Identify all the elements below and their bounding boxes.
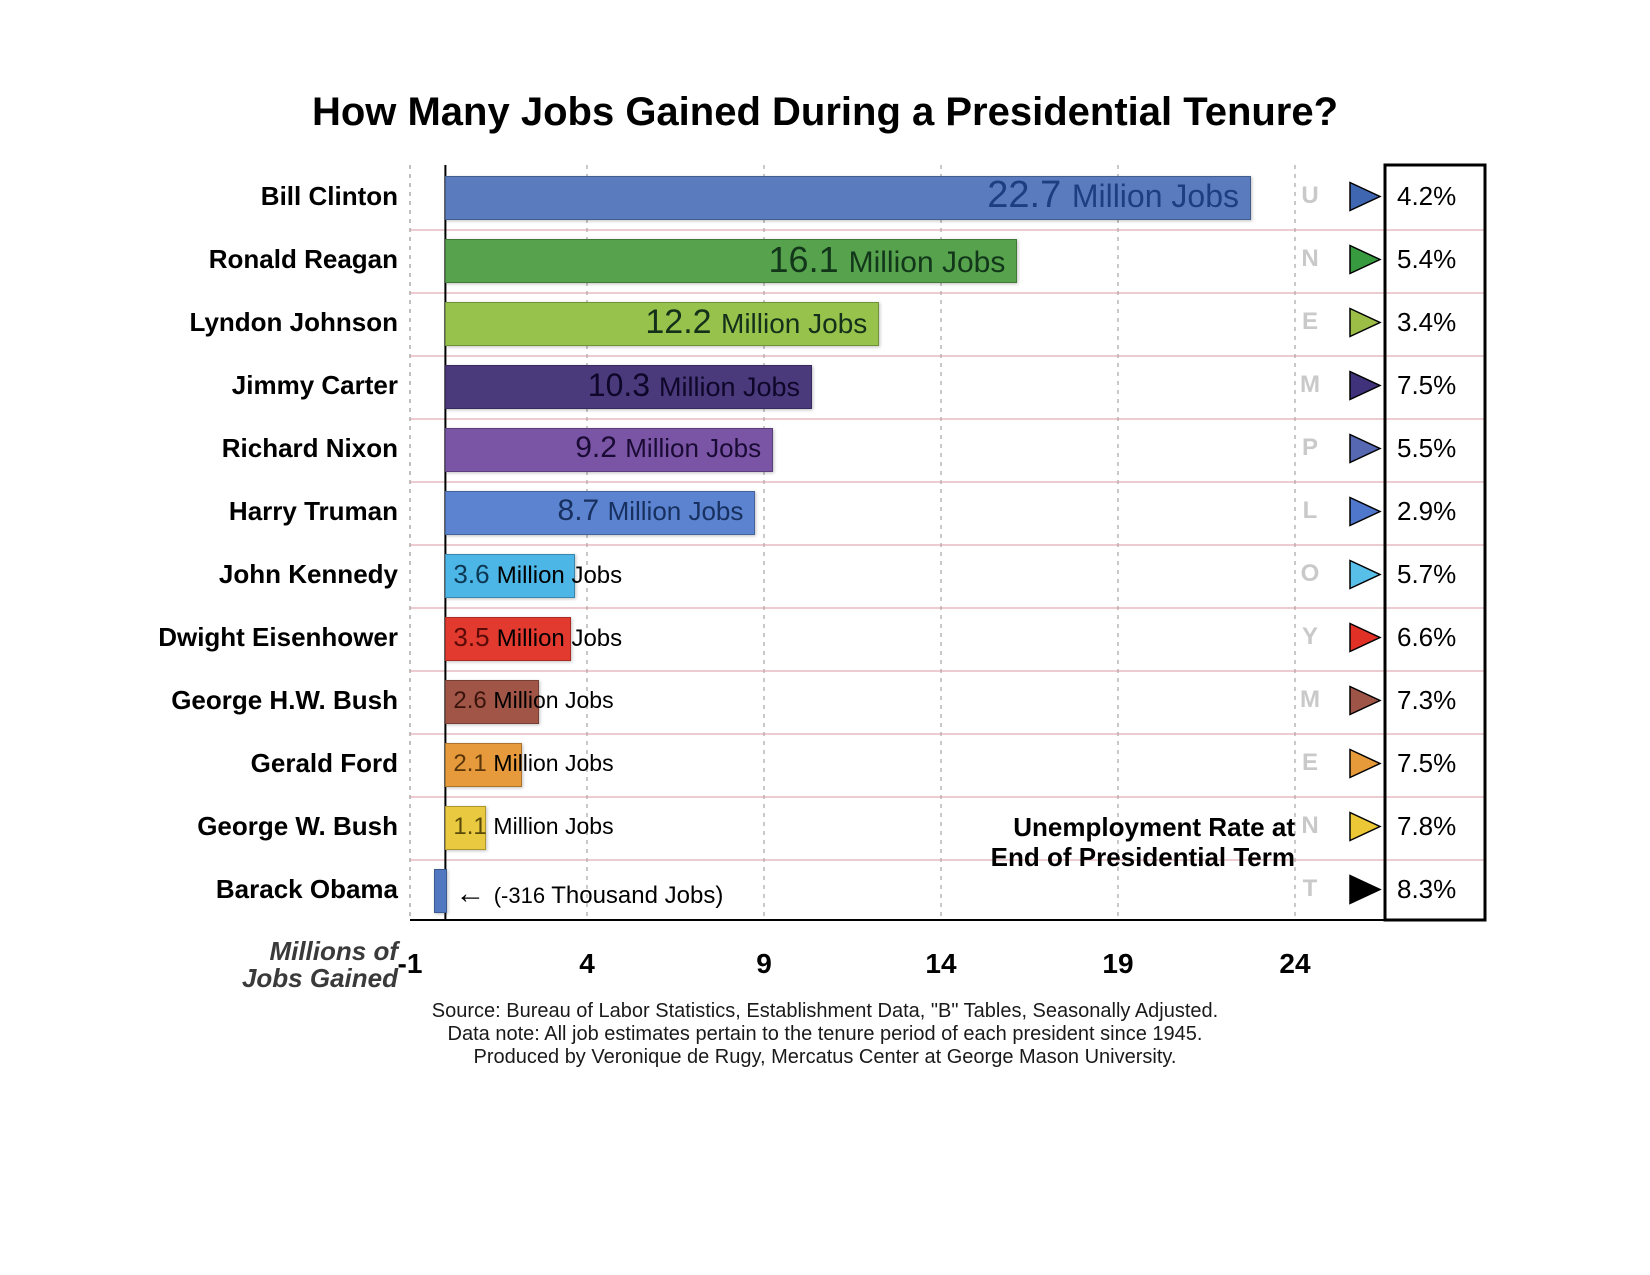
footer-line: Data note: All job estimates pertain to … — [0, 1023, 1650, 1046]
unemployment-letter: P — [1298, 434, 1322, 462]
unemployment-rate: 4.2% — [1397, 181, 1456, 212]
president-label: Dwight Eisenhower — [140, 622, 398, 653]
unemployment-letter: O — [1298, 560, 1322, 588]
unemployment-letter: Y — [1298, 623, 1322, 651]
president-label: Richard Nixon — [140, 433, 398, 464]
left-arrow-icon: ← — [455, 877, 493, 910]
bar-value-label: 2.1 Million Jobs — [453, 750, 613, 778]
unemployment-caption-line2: End of Presidential Term — [991, 842, 1295, 872]
x-axis-label-line2: Jobs Gained — [242, 963, 398, 993]
unemployment-rate: 5.7% — [1397, 559, 1456, 590]
unemployment-letter: U — [1298, 182, 1322, 210]
president-label: Harry Truman — [140, 496, 398, 527]
footer: Source: Bureau of Labor Statistics, Esta… — [0, 1000, 1650, 1069]
footer-line: Produced by Veronique de Rugy, Mercatus … — [0, 1046, 1650, 1069]
bar-value-label: 3.6 Million Jobs — [453, 559, 622, 590]
unemployment-letter: N — [1298, 812, 1322, 840]
bar-value-label: 8.7 Million Jobs — [558, 494, 744, 528]
unemployment-letter: M — [1298, 686, 1322, 714]
president-label: Barack Obama — [140, 874, 398, 905]
chart-stage: How Many Jobs Gained During a Presidenti… — [0, 0, 1650, 1275]
unemployment-rate: 7.5% — [1397, 748, 1456, 779]
bar-value-label: 16.1 Million Jobs — [769, 239, 1006, 281]
unemployment-letter: M — [1298, 371, 1322, 399]
unemployment-letter: N — [1298, 245, 1322, 273]
unemployment-caption-line1: Unemployment Rate at — [1013, 812, 1295, 842]
bar-value-label: 2.6 Million Jobs — [453, 687, 613, 715]
unemployment-letter: T — [1298, 875, 1322, 903]
x-tick-label: 9 — [724, 948, 804, 980]
president-label: Bill Clinton — [140, 181, 398, 212]
bar — [434, 869, 447, 913]
x-axis-label-line1: Millions of — [269, 936, 398, 966]
unemployment-rate: 7.3% — [1397, 685, 1456, 716]
bar-value-label: 1.1 Million Jobs — [453, 813, 613, 841]
unemployment-rate: 7.8% — [1397, 811, 1456, 842]
bar-value-label: 9.2 Million Jobs — [575, 431, 761, 465]
x-tick-label: 4 — [547, 948, 627, 980]
president-label: George W. Bush — [140, 811, 398, 842]
x-axis-label: Millions of Jobs Gained — [140, 938, 398, 993]
x-tick-label: 24 — [1255, 948, 1335, 980]
unemployment-rate: 6.6% — [1397, 622, 1456, 653]
unemployment-rate: 2.9% — [1397, 496, 1456, 527]
bar-value-label: 10.3 Million Jobs — [588, 367, 800, 404]
unemployment-rate: 8.3% — [1397, 874, 1456, 905]
unemployment-letter: L — [1298, 497, 1322, 525]
unemployment-letter: E — [1298, 308, 1322, 336]
unemployment-letter: E — [1298, 749, 1322, 777]
president-label: John Kennedy — [140, 559, 398, 590]
bar-value-label: ← (-316 Thousand Jobs) — [455, 877, 723, 911]
unemployment-rate: 5.5% — [1397, 433, 1456, 464]
unemployment-rate: 3.4% — [1397, 307, 1456, 338]
footer-line: Source: Bureau of Labor Statistics, Esta… — [0, 1000, 1650, 1023]
president-label: Ronald Reagan — [140, 244, 398, 275]
unemployment-caption: Unemployment Rate at End of Presidential… — [875, 813, 1295, 873]
unemployment-rate: 7.5% — [1397, 370, 1456, 401]
president-label: George H.W. Bush — [140, 685, 398, 716]
bar-value-label: 12.2 Million Jobs — [645, 303, 867, 342]
bar-value-label: 3.5 Million Jobs — [453, 622, 622, 653]
president-label: Gerald Ford — [140, 748, 398, 779]
president-label: Lyndon Johnson — [140, 307, 398, 338]
x-tick-label: 14 — [901, 948, 981, 980]
president-label: Jimmy Carter — [140, 370, 398, 401]
x-tick-label: 19 — [1078, 948, 1158, 980]
unemployment-rate: 5.4% — [1397, 244, 1456, 275]
bar-value-label: 22.7 Million Jobs — [987, 174, 1239, 217]
